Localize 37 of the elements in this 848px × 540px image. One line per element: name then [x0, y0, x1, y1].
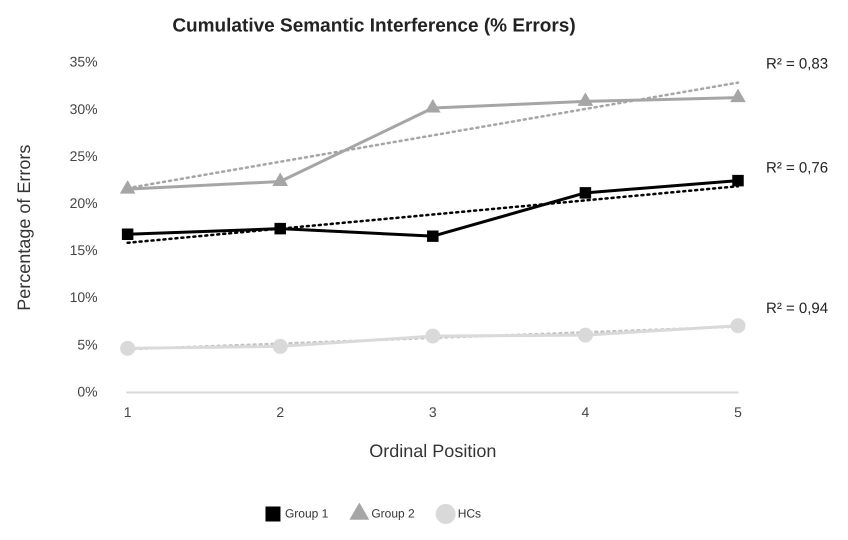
point — [120, 340, 136, 356]
point — [732, 174, 744, 186]
x-tick-label: 2 — [276, 404, 284, 420]
annotation: R² = 0,76 — [766, 159, 828, 176]
annotation: R² = 0,94 — [766, 300, 828, 317]
y-tick-label: 15% — [70, 242, 98, 258]
legend-label: Group 1 — [284, 506, 329, 520]
y-tick-label: 30% — [70, 100, 98, 117]
x-tick-label: 5 — [734, 404, 742, 420]
point — [427, 230, 439, 242]
point — [274, 174, 287, 186]
x-tick-label: 4 — [582, 404, 590, 420]
point — [272, 338, 288, 354]
point — [122, 228, 134, 240]
point — [425, 328, 440, 344]
x-tick-label: 3 — [428, 404, 437, 420]
y-tick-label: 35% — [70, 54, 98, 70]
legend-label: Group 2 — [371, 506, 416, 520]
point — [580, 187, 592, 199]
y-tick-label: 0% — [77, 383, 98, 400]
point — [578, 328, 593, 343]
chart-title: Cumulative Semantic Interference (% Errors) — [172, 16, 576, 37]
point — [274, 222, 286, 234]
point — [426, 100, 440, 113]
y-tick-label: 25% — [70, 148, 98, 164]
x-tick-label: 1 — [124, 404, 132, 420]
y-tick-label: 5% — [77, 336, 98, 352]
y-tick-label: 10% — [70, 289, 98, 306]
point — [578, 94, 592, 106]
point — [730, 318, 746, 334]
point — [120, 182, 134, 194]
annotation: R² = 0,83 — [766, 56, 828, 73]
x-axis-title: Ordinal Position — [369, 441, 496, 462]
legend-label: HCs — [458, 506, 482, 520]
y-axis-title: Percentage of Errors — [14, 144, 34, 311]
point — [731, 90, 745, 102]
y-tick-label: 20% — [70, 195, 98, 211]
